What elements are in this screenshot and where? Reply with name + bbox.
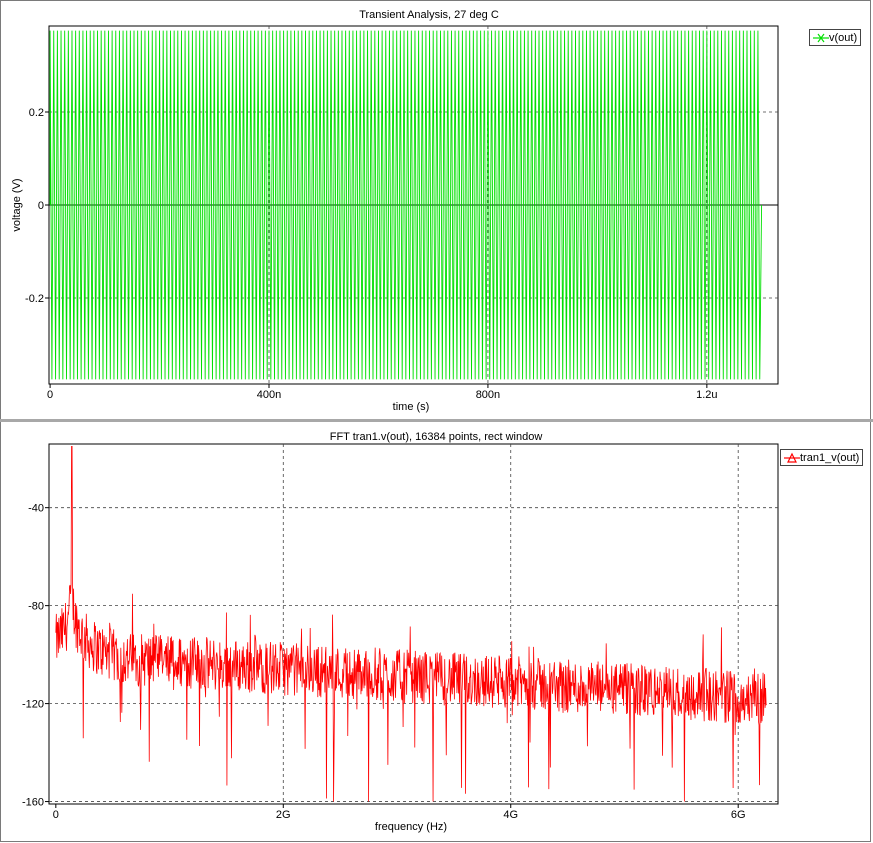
x-axis: 0 400n 800n 1.2u: [47, 384, 718, 401]
x-tick-label: 400n: [257, 389, 281, 401]
x-tick-label: 800n: [476, 389, 500, 401]
x-axis-label: time (s): [393, 401, 430, 413]
y-axis-label: voltage (V): [11, 178, 23, 231]
fft-plot-panel: [0, 421, 871, 842]
y-tick-label: -0.2: [25, 293, 44, 305]
legend[interactable]: v(out): [809, 29, 862, 46]
y-axis: -0.2 0 0.2: [25, 107, 49, 305]
legend-marker-icon: [813, 33, 829, 43]
panel-divider[interactable]: [0, 419, 873, 422]
y-tick-label: 0.2: [29, 107, 44, 119]
legend[interactable]: tran1_v(out): [780, 449, 864, 466]
legend-marker-icon: [784, 452, 800, 463]
legend-label: v(out): [829, 32, 858, 44]
chart-title: Transient Analysis, 27 deg C: [359, 9, 499, 21]
transient-chart: 0 400n 800n 1.2u -0.2 0 0.2 Transient Analysi…: [11, 9, 779, 413]
legend-label: tran1_v(out): [800, 452, 860, 464]
x-tick-label: 1.2u: [696, 389, 717, 401]
series-line: [49, 30, 763, 380]
series-v-out: [49, 30, 763, 380]
x-tick-label: 0: [47, 389, 53, 401]
y-tick-label: 0: [38, 200, 44, 212]
